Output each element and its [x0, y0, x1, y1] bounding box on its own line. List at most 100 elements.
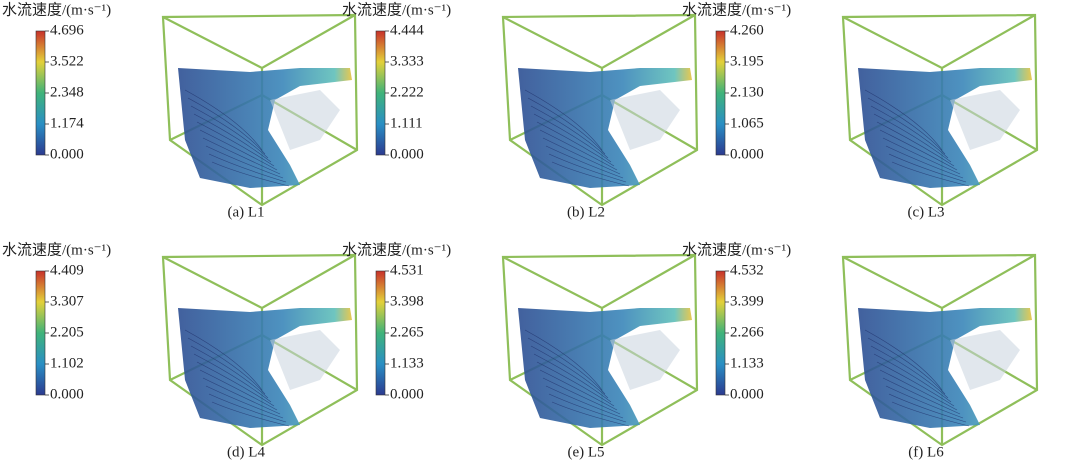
flow-plume [950, 330, 1020, 390]
colorbar-tick-label: 2.266 [730, 324, 764, 340]
colorbar [715, 30, 726, 156]
colorbar-tick-label: 4.696 [50, 22, 84, 38]
streamline [864, 89, 943, 151]
streamline [870, 105, 949, 159]
streamline [187, 97, 266, 155]
streamline [876, 121, 955, 167]
colorbar-tick-label: 0.000 [390, 146, 424, 162]
streamline [539, 369, 618, 411]
colorbar-title: 水流速度/(m·s⁻¹) [682, 1, 791, 18]
caption: (f) L6 [908, 444, 944, 460]
colorbar-tick-label: 0.000 [390, 386, 424, 402]
streamline [205, 145, 284, 179]
streamline [548, 153, 627, 183]
streamline [196, 121, 275, 167]
streamline [870, 345, 949, 399]
streamline [542, 137, 621, 175]
streamline [184, 329, 263, 391]
streamline [885, 145, 964, 179]
colorbar-tick-label: 2.265 [390, 324, 424, 340]
colorbar-tick-label: 1.133 [390, 355, 424, 371]
streamline [184, 89, 263, 151]
caption: (c) L3 [907, 204, 944, 220]
streamline [527, 97, 606, 155]
flow-plume [270, 90, 340, 150]
flow-field [518, 308, 692, 428]
colorbar-title: 水流速度/(m·s⁻¹) [682, 241, 791, 258]
panel: 水流速度/(m·s⁻¹) 4.444 3.333 2.222 1.111 0.000 (b)… [342, 1, 699, 220]
colorbar [35, 270, 46, 396]
colorbar-tick-label: 0.000 [50, 386, 84, 402]
colorbar-title: 水流速度/(m·s⁻¹) [342, 1, 451, 18]
streamline [536, 361, 615, 407]
colorbar-tick-label: 4.409 [50, 262, 84, 278]
streamline [193, 113, 272, 163]
colorbar-tick-label: 4.260 [730, 22, 764, 38]
streamline [190, 345, 269, 399]
streamline [524, 89, 603, 151]
streamline [551, 401, 630, 427]
colorbar-tick-label: 4.444 [390, 22, 424, 38]
streamline [533, 353, 612, 403]
colorbar-tick-label: 3.399 [730, 293, 764, 309]
caption: (b) L2 [567, 204, 605, 220]
colorbar-tick-label: 0.000 [730, 146, 764, 162]
colorbar-tick-label: 3.195 [730, 53, 764, 69]
colorbar-tick-label: 1.133 [730, 355, 764, 371]
bounding-box [161, 253, 359, 447]
flow-plume [270, 330, 340, 390]
panel: 水流速度/(m·s⁻¹) 4.409 3.307 2.205 1.102 0.000 (d)… [2, 241, 359, 460]
colorbar-tick-label: 4.532 [730, 262, 764, 278]
streamline [867, 337, 946, 395]
streamline [530, 345, 609, 399]
flow-field [518, 68, 692, 188]
flow-field [858, 308, 1032, 428]
flow-field [858, 68, 1032, 188]
colorbar [715, 270, 726, 396]
panel: 水流速度/(m·s⁻¹) 4.531 3.398 2.265 1.133 0.000 (e)… [342, 241, 699, 460]
streamline [888, 393, 967, 423]
streamline [551, 161, 630, 187]
streamline [536, 121, 615, 167]
colorbar [375, 30, 386, 156]
colorbar-tick-label: 2.222 [390, 84, 424, 100]
streamline [539, 129, 618, 171]
streamline [202, 377, 281, 415]
panels: 水流速度/(m·s⁻¹) 4.696 3.522 2.348 1.174 0.000 (a)… [2, 1, 1039, 460]
colorbar-tick-label: 1.111 [390, 115, 423, 131]
colorbar-tick-label: 3.333 [390, 53, 424, 69]
flow-plume [610, 90, 680, 150]
streamline [545, 145, 624, 179]
streamline [545, 385, 624, 419]
colorbar-tick-label: 3.398 [390, 293, 424, 309]
streamline [524, 329, 603, 391]
streamline [202, 137, 281, 175]
bounding-box [501, 253, 699, 447]
colorbar-tick-label: 3.307 [50, 293, 84, 309]
streamline [211, 401, 290, 427]
panel: 水流速度/(m·s⁻¹) 4.260 3.195 2.130 1.065 0.000 (c)… [682, 1, 1039, 220]
streamline [208, 153, 287, 183]
streamline [888, 153, 967, 183]
streamline [548, 393, 627, 423]
streamline [205, 385, 284, 419]
streamline [190, 105, 269, 159]
streamline [879, 369, 958, 411]
colorbar-tick-label: 3.522 [50, 53, 84, 69]
colorbar-tick-label: 1.174 [50, 115, 84, 131]
streamline [530, 105, 609, 159]
flow-field [178, 308, 352, 428]
streamline [199, 129, 278, 171]
streamline [867, 97, 946, 155]
colorbar-title: 水流速度/(m·s⁻¹) [342, 241, 451, 258]
caption: (d) L4 [227, 444, 265, 460]
streamline [208, 393, 287, 423]
streamline [542, 377, 621, 415]
caption: (e) L5 [567, 444, 604, 460]
colorbar-title: 水流速度/(m·s⁻¹) [2, 241, 111, 258]
bounding-box [501, 13, 699, 207]
streamline [891, 161, 970, 187]
streamline [864, 329, 943, 391]
flow-plume [610, 330, 680, 390]
